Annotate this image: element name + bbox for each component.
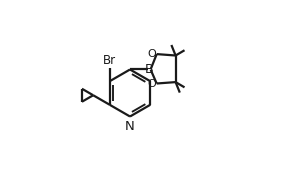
Text: Br: Br <box>103 54 116 67</box>
Text: N: N <box>125 121 135 134</box>
Text: B: B <box>145 63 153 76</box>
Text: O: O <box>147 79 156 89</box>
Text: O: O <box>147 49 156 59</box>
